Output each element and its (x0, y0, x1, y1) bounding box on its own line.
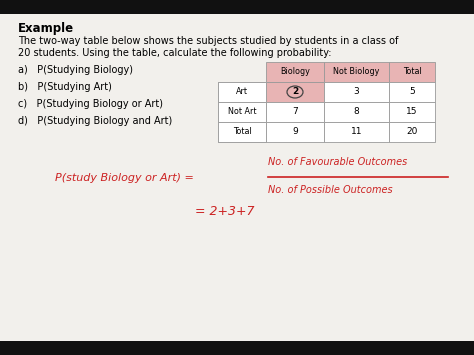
Bar (266, 82, 324, 102)
Text: 20: 20 (406, 127, 418, 137)
Bar (266, 122, 324, 142)
Text: 8: 8 (354, 108, 359, 116)
Text: No. of Possible Outcomes: No. of Possible Outcomes (268, 185, 392, 195)
Text: Not Art: Not Art (228, 108, 256, 116)
Text: 2: 2 (292, 87, 298, 97)
Text: No. of Favourable Outcomes: No. of Favourable Outcomes (268, 157, 407, 167)
Text: 11: 11 (351, 127, 362, 137)
Text: Total: Total (233, 127, 251, 137)
Bar (0, 341, 474, 355)
Bar (218, 122, 266, 142)
Bar (324, 102, 389, 122)
Text: 15: 15 (406, 108, 418, 116)
Text: 3: 3 (354, 87, 359, 97)
Text: Not Biology: Not Biology (333, 67, 380, 76)
Text: The two-way table below shows the subjects studied by students in a class of: The two-way table below shows the subjec… (18, 36, 398, 46)
Text: P(study Biology or Art) =: P(study Biology or Art) = (55, 173, 194, 183)
Bar (218, 102, 266, 122)
Text: b)   P(Studying Art): b) P(Studying Art) (18, 82, 112, 92)
Bar (389, 82, 435, 102)
Bar (324, 122, 389, 142)
Bar (266, 102, 324, 122)
Text: = 2+3+7: = 2+3+7 (195, 205, 255, 218)
Text: c)   P(Studying Biology or Art): c) P(Studying Biology or Art) (18, 99, 163, 109)
Bar (324, 82, 389, 102)
Text: 7: 7 (292, 108, 298, 116)
Bar (389, 122, 435, 142)
Text: 20 students. Using the table, calculate the following probability:: 20 students. Using the table, calculate … (18, 48, 331, 58)
Text: 5: 5 (409, 87, 415, 97)
Text: a)   P(Studying Biology): a) P(Studying Biology) (18, 65, 133, 75)
Bar (0, 0, 474, 14)
Bar (389, 62, 435, 82)
Bar (218, 82, 266, 102)
Bar (324, 62, 389, 82)
Bar (218, 82, 266, 102)
Text: 9: 9 (292, 127, 298, 137)
Text: Art: Art (236, 87, 248, 97)
Bar (218, 122, 266, 142)
Text: Biology: Biology (280, 67, 310, 76)
Bar (218, 102, 266, 122)
Text: d)   P(Studying Biology and Art): d) P(Studying Biology and Art) (18, 116, 172, 126)
Text: Total: Total (402, 67, 421, 76)
Text: Example: Example (18, 22, 74, 35)
Bar (389, 102, 435, 122)
Bar (266, 62, 324, 82)
